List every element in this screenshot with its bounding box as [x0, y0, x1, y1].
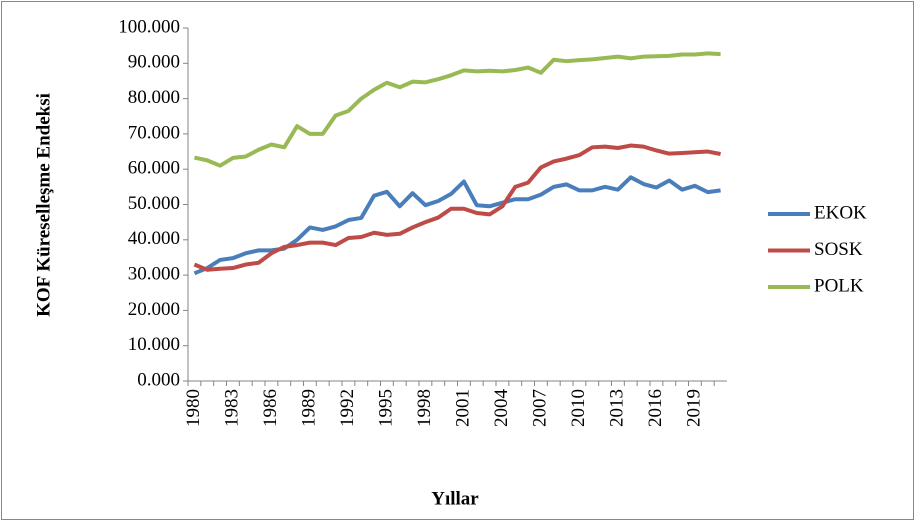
y-tick-label: 60.000	[128, 158, 180, 179]
y-tick-label: 10.000	[128, 334, 180, 355]
x-tick-label: 1998	[414, 389, 435, 427]
x-tick-label: 1989	[298, 389, 319, 427]
x-tick-label: 2004	[491, 389, 512, 428]
series-line	[193, 51, 721, 168]
y-tick-label: 30.000	[128, 263, 180, 284]
x-tick-label: 2019	[683, 389, 704, 427]
legend-label: SOSK	[814, 239, 863, 260]
y-axis-label: KOF Küreselleşme Endeksi	[33, 93, 54, 317]
x-tick-label: 1986	[260, 389, 281, 427]
x-axis-label: Yıllar	[431, 488, 479, 509]
y-tick-label: 70.000	[128, 122, 180, 143]
x-tick-label: 1983	[221, 389, 242, 427]
x-tick-label: 1992	[337, 389, 358, 427]
legend-label: POLK	[814, 275, 864, 296]
y-tick-label: 80.000	[128, 87, 180, 108]
x-tick-label: 2016	[645, 389, 666, 427]
x-tick-label: 2001	[452, 389, 473, 427]
y-tick-label: 90.000	[128, 52, 180, 73]
y-tick-label: 50.000	[128, 193, 180, 214]
legend-label: EKOK	[814, 202, 867, 223]
y-tick-label: 20.000	[128, 299, 180, 320]
x-tick-label: 2013	[606, 389, 627, 427]
x-tick-label: 1980	[183, 389, 204, 427]
y-tick-label: 100.000	[118, 16, 180, 37]
x-tick-label: 2007	[529, 389, 550, 427]
x-tick-label: 2010	[568, 389, 589, 427]
y-tick-label: 0.000	[137, 369, 180, 390]
x-tick-label: 1995	[375, 389, 396, 427]
y-tick-label: 40.000	[128, 228, 180, 249]
series-line	[193, 143, 721, 272]
